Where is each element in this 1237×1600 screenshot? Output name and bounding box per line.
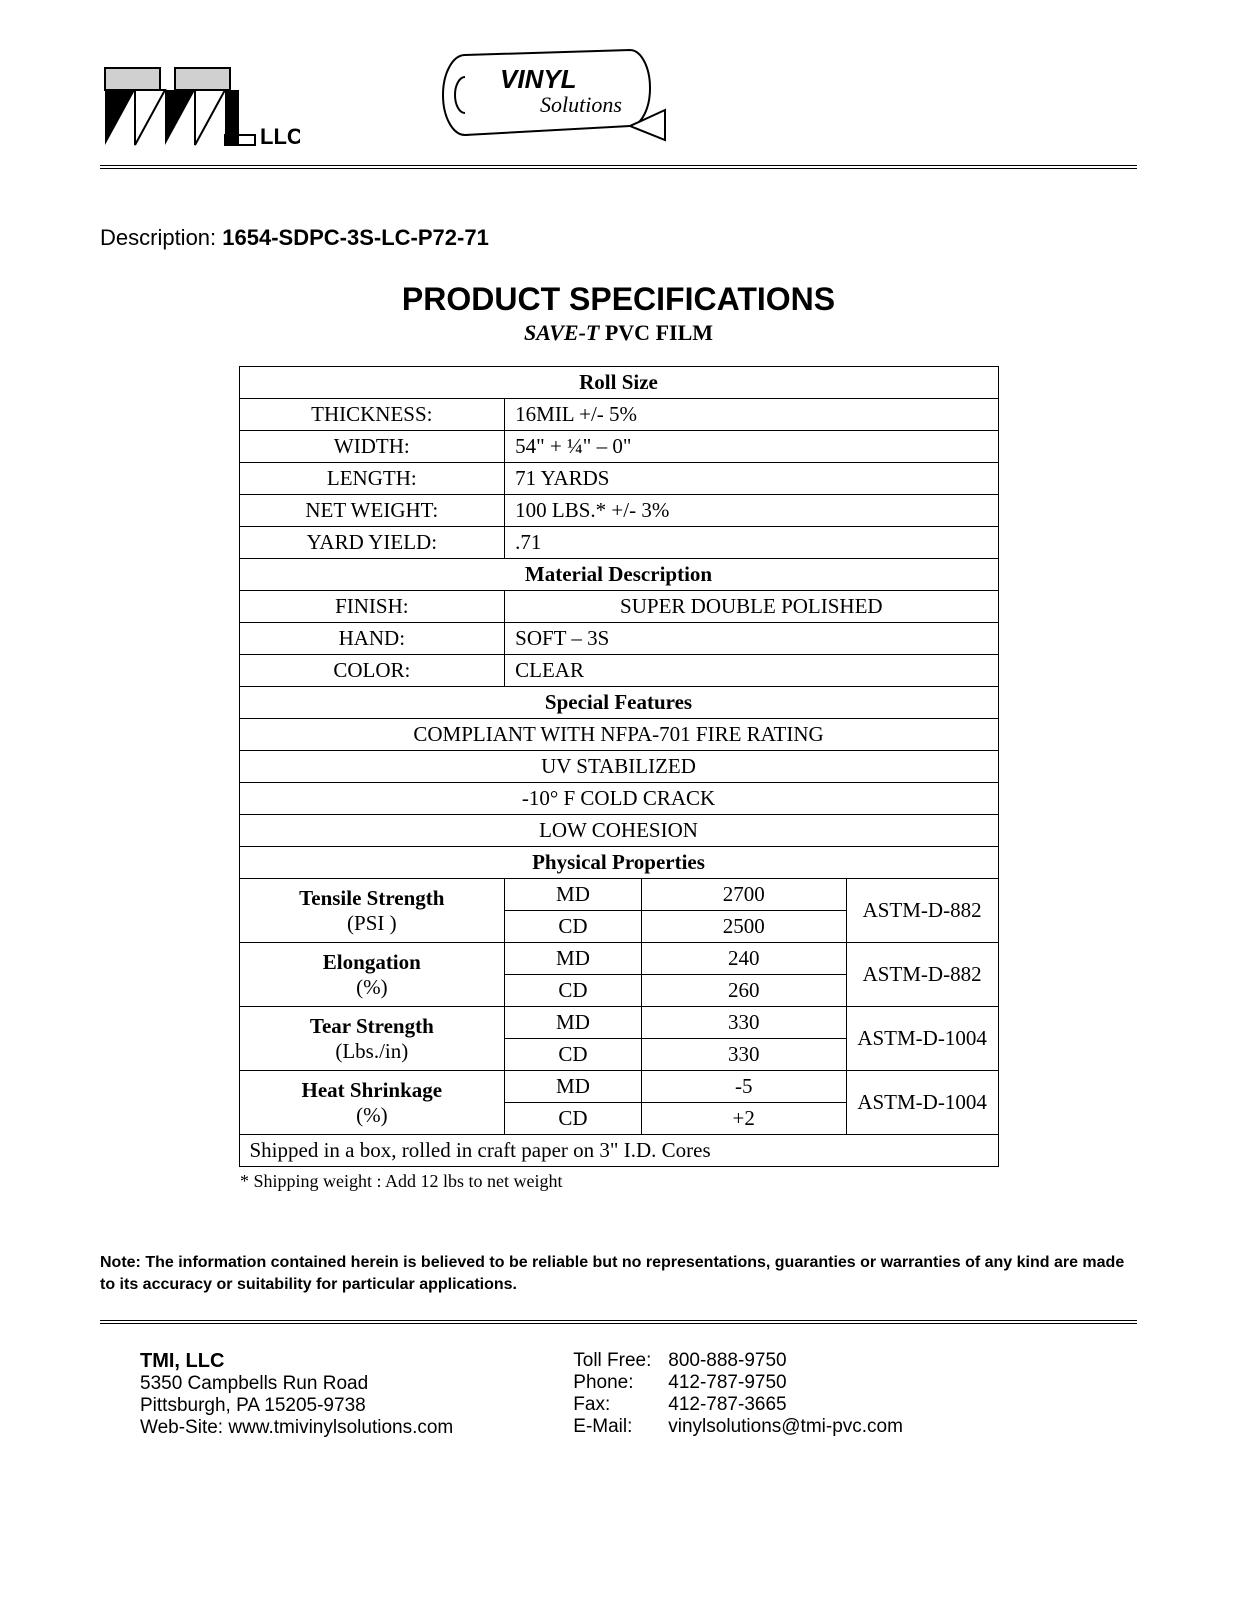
header-logos: LLC VINYL Solutions: [100, 40, 1137, 150]
contact-row: Phone:412-787-9750: [573, 1372, 903, 1394]
table-row: THICKNESS: 16MIL +/- 5%: [239, 399, 998, 431]
bottom-divider: [100, 1320, 1137, 1330]
disclaimer: Note: The information contained herein i…: [100, 1252, 1137, 1295]
table-row: COMPLIANT WITH NFPA-701 FIRE RATING: [239, 719, 998, 751]
table-row: Elongation (%) MD 240 ASTM-D-882: [239, 943, 998, 975]
svg-text:VINYL: VINYL: [500, 64, 577, 94]
table-row: HAND: SOFT – 3S: [239, 623, 998, 655]
description-line: Description: 1654-SDPC-3S-LC-P72-71: [100, 225, 1137, 251]
main-title: PRODUCT SPECIFICATIONS: [100, 281, 1137, 318]
material-header: Material Description: [239, 559, 998, 591]
contact-row: Toll Free:800-888-9750: [573, 1350, 903, 1372]
table-row: UV STABILIZED: [239, 751, 998, 783]
physical-header: Physical Properties: [239, 847, 998, 879]
table-row: Tensile Strength (PSI ) MD 2700 ASTM-D-8…: [239, 879, 998, 911]
description-value: 1654-SDPC-3S-LC-P72-71: [222, 225, 489, 250]
table-row: LENGTH: 71 YARDS: [239, 463, 998, 495]
sub-title: SAVE-T PVC FILM: [100, 320, 1137, 346]
footer-address: TMI, LLC 5350 Campbells Run Road Pittsbu…: [140, 1350, 453, 1439]
table-row: COLOR: CLEAR: [239, 655, 998, 687]
svg-text:Solutions: Solutions: [540, 92, 622, 117]
table-row: FINISH: SUPER DOUBLE POLISHED: [239, 591, 998, 623]
footer-contacts: Toll Free:800-888-9750 Phone:412-787-975…: [573, 1350, 903, 1439]
spec-table: Roll Size THICKNESS: 16MIL +/- 5% WIDTH:…: [239, 366, 999, 1167]
shipping-note: * Shipping weight : Add 12 lbs to net we…: [100, 1171, 1137, 1192]
contact-row: E-Mail:vinylsolutions@tmi-pvc.com: [573, 1416, 903, 1438]
tmi-logo: LLC: [100, 60, 300, 150]
page: LLC VINYL Solutions Description: 1654-SD…: [0, 0, 1237, 1499]
title-block: PRODUCT SPECIFICATIONS SAVE-T PVC FILM: [100, 281, 1137, 346]
table-row: LOW COHESION: [239, 815, 998, 847]
ship-row: Shipped in a box, rolled in craft paper …: [239, 1135, 998, 1167]
top-divider: [100, 165, 1137, 175]
table-row: -10° F COLD CRACK: [239, 783, 998, 815]
special-header: Special Features: [239, 687, 998, 719]
table-row: WIDTH: 54" + ¼" – 0": [239, 431, 998, 463]
vinyl-solutions-logo: VINYL Solutions: [430, 40, 670, 150]
roll-size-header: Roll Size: [239, 367, 998, 399]
contact-row: Fax:412-787-3665: [573, 1394, 903, 1416]
svg-text:LLC: LLC: [260, 124, 300, 149]
table-row: Heat Shrinkage (%) MD -5 ASTM-D-1004: [239, 1071, 998, 1103]
table-row: Tear Strength (Lbs./in) MD 330 ASTM-D-10…: [239, 1007, 998, 1039]
table-row: NET WEIGHT: 100 LBS.* +/- 3%: [239, 495, 998, 527]
footer: TMI, LLC 5350 Campbells Run Road Pittsbu…: [100, 1350, 1137, 1439]
description-label: Description:: [100, 225, 216, 250]
table-row: YARD YIELD: .71: [239, 527, 998, 559]
